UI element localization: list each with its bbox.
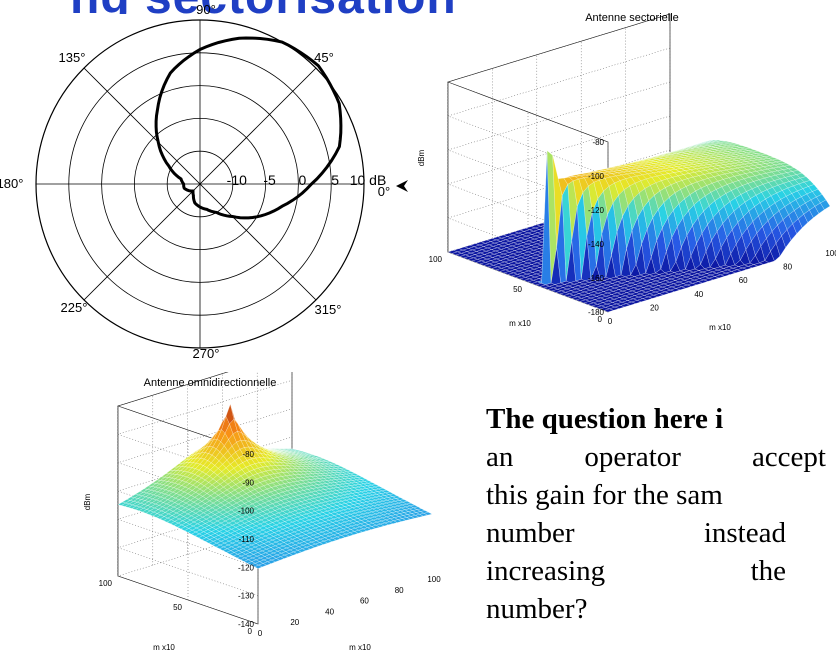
surface-x-tick: 20 [650,303,659,312]
surface-grid-line [117,408,293,511]
polar-radius-label: -5 [263,172,276,188]
surface-title: Antenne sectorielle [585,12,679,24]
surface-z-tick: -80 [592,138,604,147]
polar-radius-label: -10 [227,172,247,188]
surface-x-tick: 40 [325,607,334,616]
surface-z-tick: -140 [588,240,605,249]
question-line-1: The question here i [486,403,724,435]
surface-z-tick: -130 [238,592,255,601]
surface-y-tick: 100 [429,255,443,264]
surface-z-tick: -120 [588,206,605,215]
surface-x-label: m x10 [349,643,371,652]
question-line-6: number? [486,593,588,625]
word: accept [751,441,826,473]
polar-angle-label: 315° [315,302,342,317]
surface-x-tick: 0 [258,629,263,638]
surface-z-label: dBm [417,149,426,166]
surface-patch [423,512,433,516]
word: number [486,517,575,549]
polar-radiation-pattern: 0° 45° 90° 135° 180° 225° 270° 315° -10 -5 0 5 10 dB [0,2,408,361]
question-line-4: number instead [486,514,786,552]
surface-x-tick: 0 [608,317,613,326]
surface-y-tick: 50 [513,285,522,294]
word: instead [703,517,786,549]
surface-x-tick: 80 [395,586,404,595]
polar-pattern-trace [154,36,343,220]
surface-x-tick: 80 [783,263,792,272]
polar-radius-label: 0 [299,172,307,188]
word: an [486,441,514,473]
slide-title: ng sectorisation [0,0,836,14]
question-line-3: this gain for the sam [486,479,723,511]
polar-arrow-icon [396,180,408,192]
surface-z-tick: -180 [588,308,605,317]
surface-z-tick: -90 [242,478,254,487]
surface-patch [820,199,831,210]
slide-title-text: ng sectorisation [70,0,457,14]
surface-y-tick: 50 [173,603,182,612]
surface-z-label: dBm [83,493,92,510]
polar-angle-label: 135° [59,50,86,65]
surface-y-tick: 100 [99,579,113,588]
polar-angle-label: 90° [196,2,216,17]
word: operator [584,441,681,473]
surface-y-tick: 0 [598,315,603,324]
surface-z-tick: -120 [238,563,255,572]
surface-grid-line [117,372,259,455]
polar-angle-label: 45° [314,50,334,65]
surface-grid-line [117,493,293,596]
question-line-2: an operator accept [486,438,826,476]
surface-x-label: m x10 [709,323,731,332]
surface-x-tick: 40 [694,290,703,299]
surface-z-tick: -100 [238,507,255,516]
question-line-5: increasing the [486,552,786,590]
polar-radius-label: 5 [331,172,339,188]
surface-x-tick: 20 [290,618,299,627]
polar-angle-label: 270° [193,346,220,361]
surface-z-tick: -80 [242,450,254,459]
polar-angle-label: 225° [61,300,88,315]
surface-title: Antenne omnidirectionnelle [144,377,277,389]
surface-x-tick: 100 [825,249,836,258]
polar-angle-label: 0° [378,184,390,199]
surface-x-tick: 60 [739,276,748,285]
word: increasing [486,555,606,587]
polar-radius-label: 10 dB [350,172,387,188]
surface-z-tick: -140 [238,620,255,629]
surface-z-tick: -110 [239,535,255,544]
surface-x-tick: 100 [427,575,441,584]
surface-x-tick: 60 [360,597,369,606]
surface-z-tick: -100 [588,172,605,181]
surface-z-tick: -160 [588,274,605,283]
word: the [750,555,786,587]
surface-y-label: m x10 [509,319,531,328]
surface-y-tick: 0 [248,627,253,636]
polar-angle-label: 180° [0,176,23,191]
surface-y-label: m x10 [153,643,175,652]
polar-spoke [83,67,317,301]
question-text: The question here i an operator accept t… [486,400,836,628]
